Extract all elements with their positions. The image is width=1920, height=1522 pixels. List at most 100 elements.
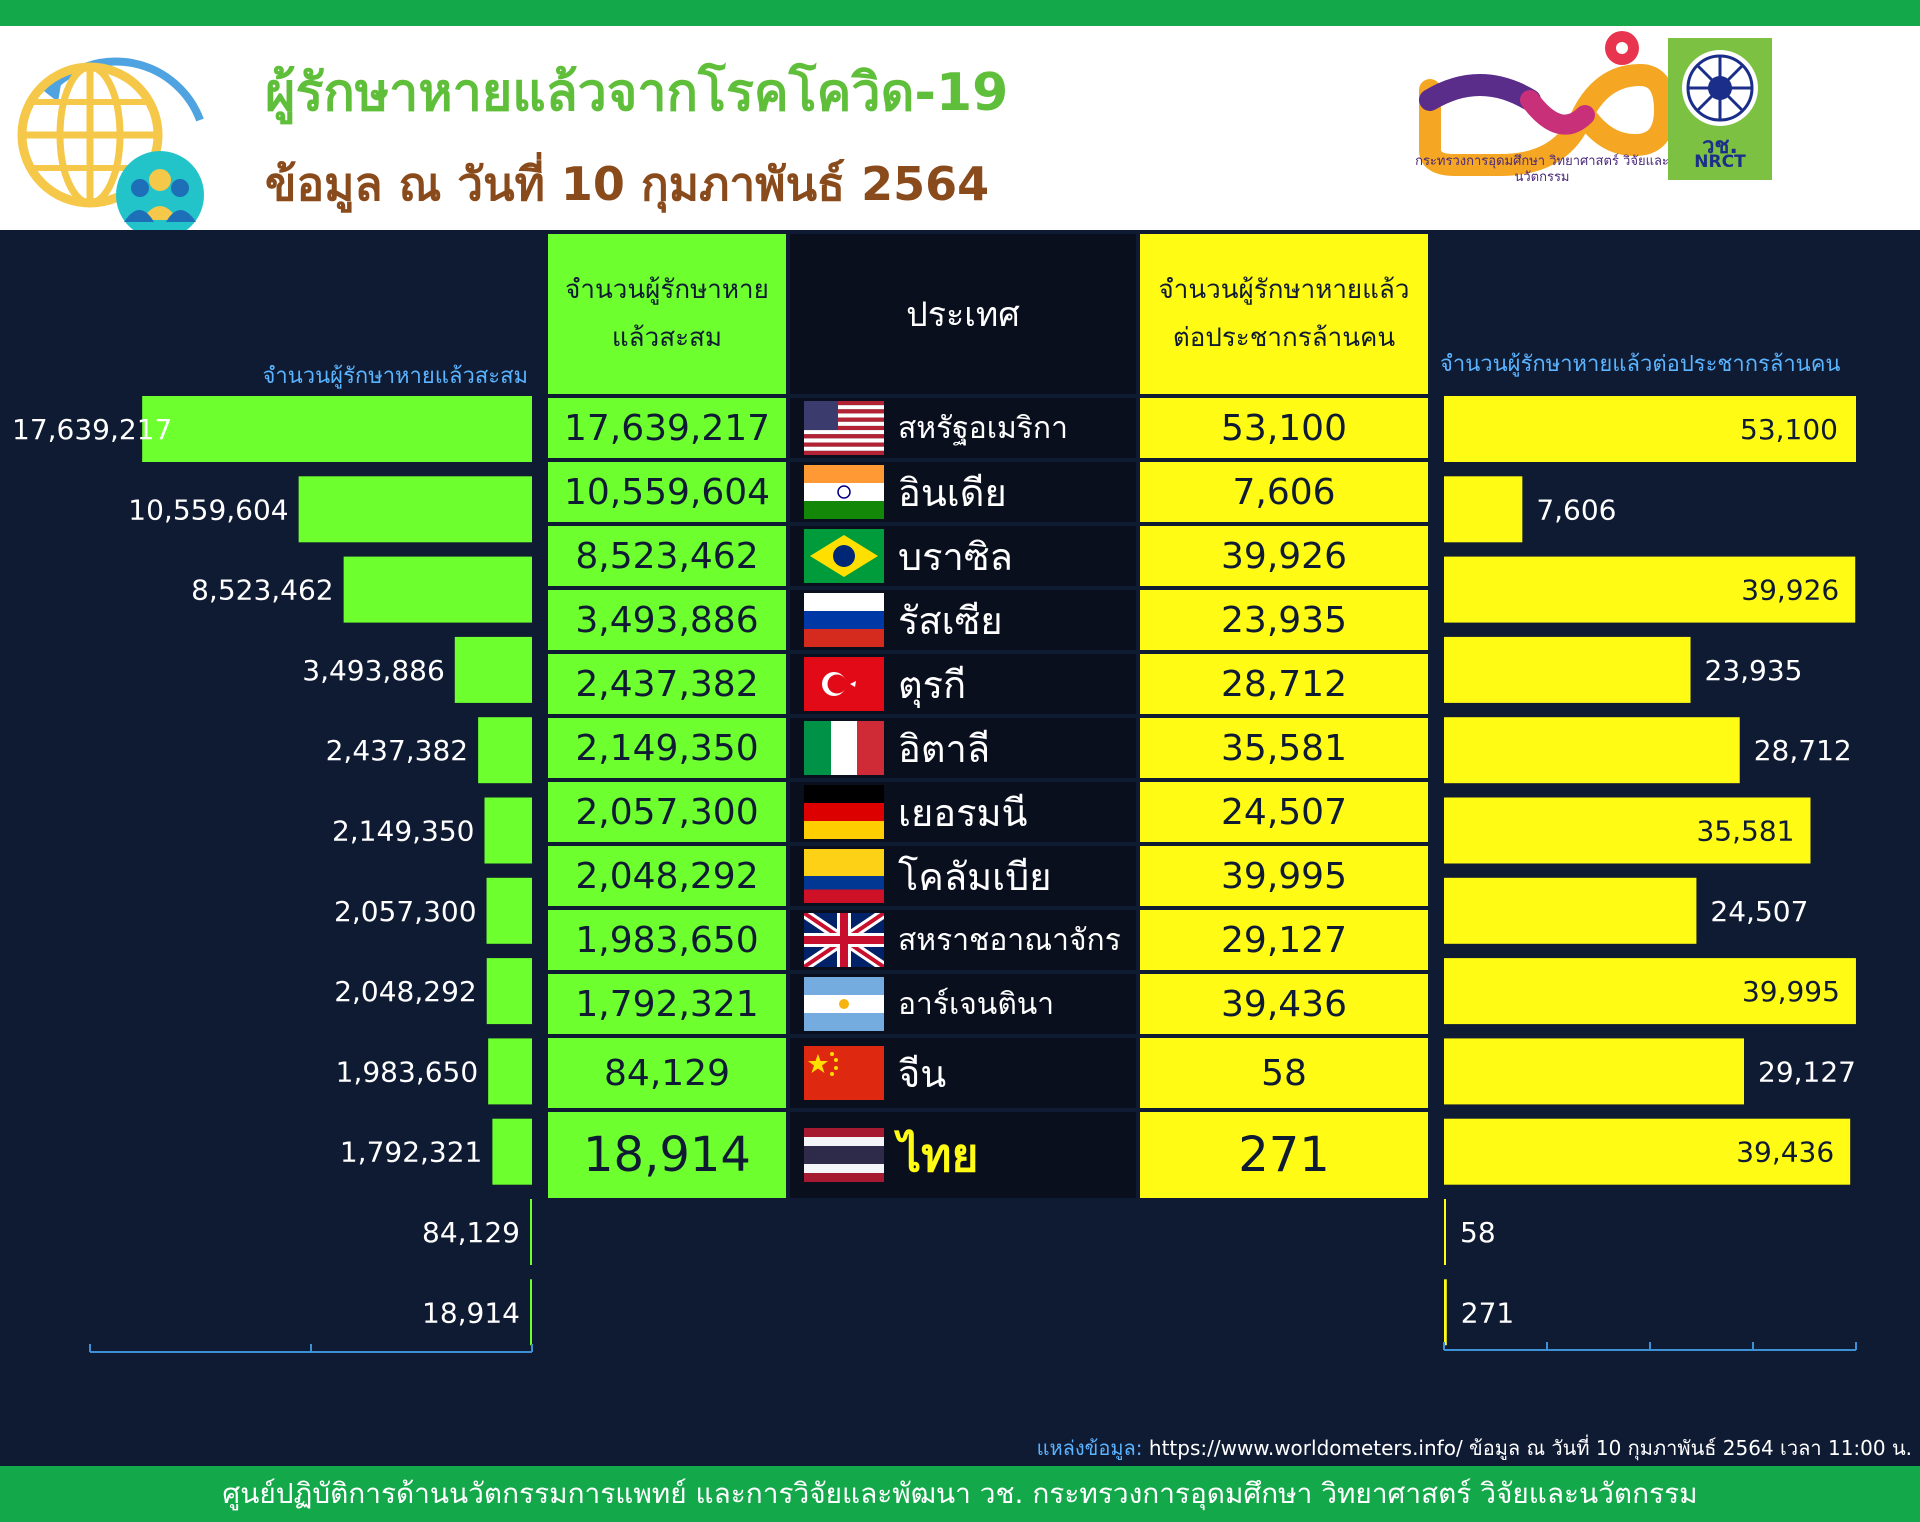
left-bar [298,476,532,543]
table-cell-cumulative: 2,057,300 [548,782,786,842]
country-name: อินเดีย [898,470,1007,515]
left-bar [484,797,532,864]
country-name: เยอรมนี [898,790,1028,835]
table-cell-country: ไทย [790,1112,1136,1198]
country-name: ตุรกี [898,662,967,707]
page-subtitle: ข้อมูล ณ วันที่ 10 กุมภาพันธ์ 2564 [265,157,990,211]
table-cell-cumulative: 10,559,604 [548,462,786,522]
left-bar [142,396,532,462]
right-bar [1444,1118,1851,1185]
left-bar [454,636,532,703]
top-accent-bar [0,0,1920,26]
right-bar-label: 29,127 [1758,1055,1856,1088]
country-name: อิตาลี [898,726,991,771]
right-bar-label: 24,507 [1710,895,1808,928]
colombia-flag-icon [804,849,884,903]
right-bar [1444,958,1856,1025]
nrct-logo [1668,38,1772,180]
table-cell-country: จีน [790,1038,1136,1108]
right-bar-label: 58 [1460,1216,1496,1249]
table-cell-country: สหรัฐอเมริกา [790,398,1136,458]
left-bar [530,1279,532,1346]
brazil-flag-icon [804,529,884,583]
table-cell-per-million: 24,507 [1140,782,1428,842]
left-bar-label: 1,983,650 [336,1055,479,1088]
country-name: โคลัมเบีย [898,854,1052,899]
right-bar [1444,636,1691,703]
left-bar-label: 18,914 [422,1296,520,1329]
left-chart-title: จำนวนผู้รักษาหายแล้วสะสม [262,364,529,389]
right-bar [1444,797,1811,864]
table-cell-cumulative: 2,149,350 [548,718,786,778]
left-bar-label: 10,559,604 [128,493,288,526]
left-bar-label: 17,639,217 [12,413,172,446]
argentina-flag-icon [804,977,884,1031]
table-cell-per-million: 35,581 [1140,718,1428,778]
left-bar [486,877,532,944]
table-cell-cumulative: 17,639,217 [548,398,786,458]
left-bar-label: 2,437,382 [326,734,469,767]
right-bar-label: 23,935 [1705,654,1803,687]
italy-flag-icon [804,721,884,775]
left-bar [530,1199,532,1265]
right-bar [1444,1279,1447,1346]
table-cell-cumulative: 2,048,292 [548,846,786,906]
table-cell-per-million: 53,100 [1140,398,1428,458]
left-bar-label: 2,149,350 [332,815,475,848]
table-header-cumulative: จำนวนผู้รักษาหาย แล้วสะสม [548,234,786,394]
right-bar-label: 28,712 [1754,734,1852,767]
footer: ศูนย์ปฏิบัติการด้านนวัตกรรมการแพทย์ และก… [0,1466,1920,1522]
right-bar [1444,1038,1745,1105]
table-cell-country: อินเดีย [790,462,1136,522]
right-bar [1444,717,1740,784]
table-cell-per-million: 39,995 [1140,846,1428,906]
table-cell-per-million: 7,606 [1140,462,1428,522]
table-cell-cumulative: 3,493,886 [548,590,786,650]
right-bar-label: 39,436 [1736,1136,1834,1169]
left-bar-label: 1,792,321 [340,1136,483,1169]
nrct-abbrev-en: NRCT [1694,152,1746,172]
right-bar-label: 39,926 [1741,574,1839,607]
right-bar [1444,476,1523,543]
data-source: แหล่งข้อมูล: https://www.worldometers.in… [1036,1436,1912,1460]
ministry-name-text: กระทรวงการอุดมศึกษา วิทยาศาสตร์ วิจัยและ… [1415,154,1669,185]
table-cell-country: บราซิล [790,526,1136,586]
nrct-abbrev-thai: วช. [1702,134,1738,159]
globe-people-icon [17,57,204,230]
table-cell-country: รัสเซีย [790,590,1136,650]
right-bar-label: 53,100 [1740,413,1838,446]
india-flag-icon [804,465,884,519]
us-flag-icon [804,401,884,455]
right-bar [1444,396,1856,462]
country-name: ไทย [898,1127,979,1182]
country-name: สหรัฐอเมริกา [898,410,1068,446]
left-bar-chart: 17,639,217 10,559,604 8,523,462 3,493,886 2,… [12,396,533,1353]
table-cell-per-million: 271 [1140,1112,1428,1198]
left-bar [488,1038,532,1105]
right-bar [1444,556,1856,623]
table-cell-cumulative: 84,129 [548,1038,786,1108]
table-cell-per-million: 39,926 [1140,526,1428,586]
right-bar-chart: 53,100 7,606 39,926 23,935 28,712 35,581 24,50… [1443,396,1857,1351]
germany-flag-icon [804,785,884,839]
country-name: สหราชอาณาจักร [898,922,1121,958]
table-cell-country: ตุรกี [790,654,1136,714]
uk-flag-icon [804,913,884,967]
left-bar-label: 3,493,886 [302,654,445,687]
table-cell-cumulative: 1,983,650 [548,910,786,970]
right-bar-label: 271 [1461,1296,1514,1329]
thailand-flag-icon [804,1128,884,1182]
table-cell-cumulative: 2,437,382 [548,654,786,714]
table-cell-country: เยอรมนี [790,782,1136,842]
turkey-flag-icon [804,657,884,711]
left-bar-label: 84,129 [422,1216,520,1249]
table-cell-country: อิตาลี [790,718,1136,778]
left-bar [343,556,532,623]
table-header-per-million: จำนวนผู้รักษาหายแล้ว ต่อประชากรล้านคน [1140,234,1428,394]
table-cell-per-million: 58 [1140,1038,1428,1108]
country-name: รัสเซีย [898,598,1003,643]
country-name: บราซิล [898,534,1013,579]
right-bar-label: 7,606 [1536,493,1616,526]
country-name: จีน [898,1051,947,1096]
country-name: อาร์เจนตินา [898,986,1055,1022]
